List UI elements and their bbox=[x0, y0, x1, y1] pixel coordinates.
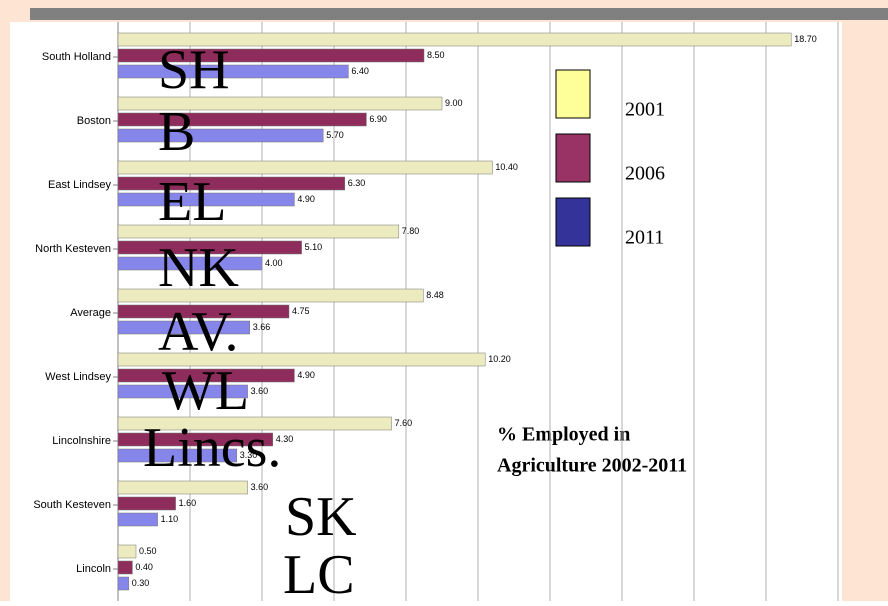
annotation: SH bbox=[158, 39, 230, 101]
annotation: LC bbox=[283, 544, 355, 601]
value-label: 4.00 bbox=[265, 258, 283, 268]
chart-title: Agriculture 2002-2011 bbox=[497, 455, 687, 477]
value-label: 6.90 bbox=[369, 114, 387, 124]
value-label: 5.10 bbox=[305, 242, 323, 252]
value-label: 10.20 bbox=[488, 354, 511, 364]
bar bbox=[117, 432, 274, 447]
bar bbox=[117, 480, 248, 495]
bar bbox=[117, 512, 158, 527]
bar bbox=[117, 544, 137, 559]
annotation: Lincs. bbox=[143, 417, 281, 479]
bar bbox=[117, 160, 493, 175]
value-label: 7.60 bbox=[395, 418, 413, 428]
bar bbox=[117, 128, 324, 143]
bar bbox=[117, 224, 400, 239]
value-label: 3.30 bbox=[240, 450, 258, 460]
bar bbox=[117, 448, 238, 463]
bar bbox=[117, 560, 133, 575]
value-label: 9.00 bbox=[445, 98, 463, 108]
bar bbox=[117, 320, 251, 335]
legend-swatch bbox=[555, 69, 591, 119]
bar bbox=[117, 32, 792, 47]
legend-label: 2001 bbox=[625, 99, 665, 121]
y-tick-label: Average bbox=[70, 307, 111, 319]
value-label: 0.50 bbox=[139, 546, 157, 556]
bar bbox=[117, 576, 130, 591]
value-label: 3.60 bbox=[251, 386, 269, 396]
value-label: 10.40 bbox=[495, 162, 518, 172]
value-label: 0.40 bbox=[135, 562, 153, 572]
bar bbox=[117, 48, 425, 63]
y-tick-label: West Lindsey bbox=[45, 371, 111, 383]
value-label: 6.30 bbox=[348, 178, 366, 188]
annotation: SK bbox=[285, 486, 357, 548]
bar bbox=[117, 176, 346, 191]
annotation: B bbox=[158, 101, 195, 163]
bar bbox=[117, 384, 248, 399]
bar bbox=[117, 112, 367, 127]
value-label: 7.80 bbox=[402, 226, 420, 236]
value-label: 3.60 bbox=[251, 482, 269, 492]
bar bbox=[117, 416, 392, 431]
bar bbox=[117, 96, 443, 111]
value-label: 1.10 bbox=[161, 514, 179, 524]
y-tick-label: Boston bbox=[77, 115, 111, 127]
annotation: AV. bbox=[158, 301, 238, 363]
value-label: 6.40 bbox=[351, 66, 369, 76]
bar bbox=[117, 240, 302, 255]
bar bbox=[117, 256, 263, 271]
annotation: NK bbox=[158, 237, 239, 299]
value-label: 5.70 bbox=[326, 130, 344, 140]
legend-swatch bbox=[555, 133, 591, 183]
legend-swatch bbox=[555, 197, 591, 247]
chart-title: % Employed in bbox=[497, 424, 630, 446]
annotation: WL bbox=[162, 360, 249, 422]
value-label: 4.90 bbox=[297, 370, 315, 380]
y-tick-label: North Kesteven bbox=[35, 243, 111, 255]
top-bar bbox=[30, 8, 888, 20]
value-label: 4.75 bbox=[292, 306, 310, 316]
bar bbox=[117, 352, 486, 367]
y-tick-label: South Kesteven bbox=[33, 499, 111, 511]
value-label: 1.60 bbox=[179, 498, 197, 508]
value-label: 18.70 bbox=[794, 34, 817, 44]
bar bbox=[117, 496, 176, 511]
y-tick-label: East Lindsey bbox=[48, 179, 111, 191]
legend-label: 2006 bbox=[625, 163, 665, 185]
value-label: 3.66 bbox=[253, 322, 271, 332]
value-label: 8.50 bbox=[427, 50, 445, 60]
bar bbox=[117, 368, 295, 383]
value-label: 4.90 bbox=[297, 194, 315, 204]
bar bbox=[117, 304, 290, 319]
y-tick-label: Lincolnshire bbox=[52, 435, 111, 447]
bar bbox=[117, 192, 295, 207]
y-tick-label: South Holland bbox=[42, 51, 111, 63]
bar bbox=[117, 288, 424, 303]
value-label: 8.48 bbox=[426, 290, 444, 300]
y-tick-label: Lincoln bbox=[76, 563, 111, 575]
bar bbox=[117, 64, 349, 79]
value-label: 0.30 bbox=[132, 578, 150, 588]
value-label: 4.30 bbox=[276, 434, 294, 444]
annotation: EL bbox=[158, 171, 226, 233]
legend-label: 2011 bbox=[625, 227, 664, 249]
